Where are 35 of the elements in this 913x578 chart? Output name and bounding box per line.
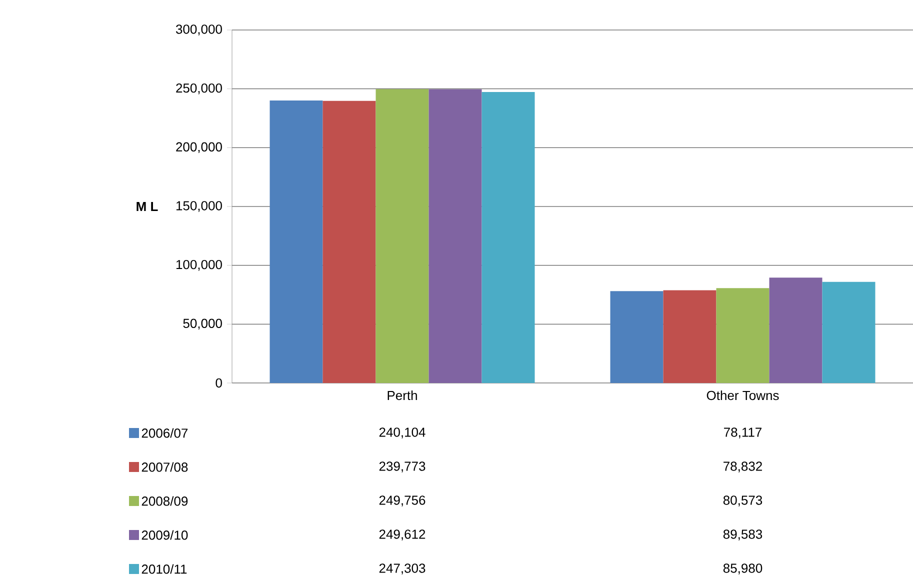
data-label: 78,117	[724, 428, 762, 438]
x-tick-label: Perth	[388, 390, 417, 400]
bar	[376, 89, 429, 383]
bar	[610, 291, 664, 383]
y-tick-label: 100,000	[176, 260, 222, 271]
data-label: 240,104	[379, 428, 426, 438]
bar	[716, 288, 770, 383]
bar	[322, 100, 376, 383]
bar	[270, 100, 323, 383]
legend-label: 2009/10	[142, 530, 188, 540]
data-label: 239,773	[379, 462, 426, 472]
bar	[822, 282, 876, 383]
x-tick-label: Other Towns	[706, 390, 779, 400]
y-tick-label: 50,000	[183, 318, 222, 330]
data-label: 78,832	[724, 462, 762, 472]
y-tick-label: 250,000	[176, 83, 222, 94]
legend-label: 2010/11	[142, 564, 187, 574]
legend-label: 2007/08	[142, 462, 188, 472]
bar	[663, 290, 716, 383]
y-tick-label: 150,000	[176, 201, 222, 212]
data-label: 249,756	[379, 496, 426, 506]
data-label: 85,980	[723, 564, 762, 574]
legend-label: 2008/09	[142, 496, 188, 506]
data-label: 249,612	[379, 530, 426, 540]
data-label: 89,583	[723, 530, 762, 540]
y-tick-label: 0	[216, 378, 222, 388]
data-label: 247,303	[379, 564, 426, 574]
bar	[428, 89, 482, 383]
bar	[769, 278, 822, 383]
data-label: 80,573	[723, 496, 762, 506]
legend-label: 2006/07	[142, 428, 188, 438]
bar	[482, 92, 535, 383]
y-tick-label: 200,000	[176, 142, 222, 154]
y-axis-title: M L	[136, 202, 158, 211]
y-tick-label: 300,000	[176, 24, 222, 36]
